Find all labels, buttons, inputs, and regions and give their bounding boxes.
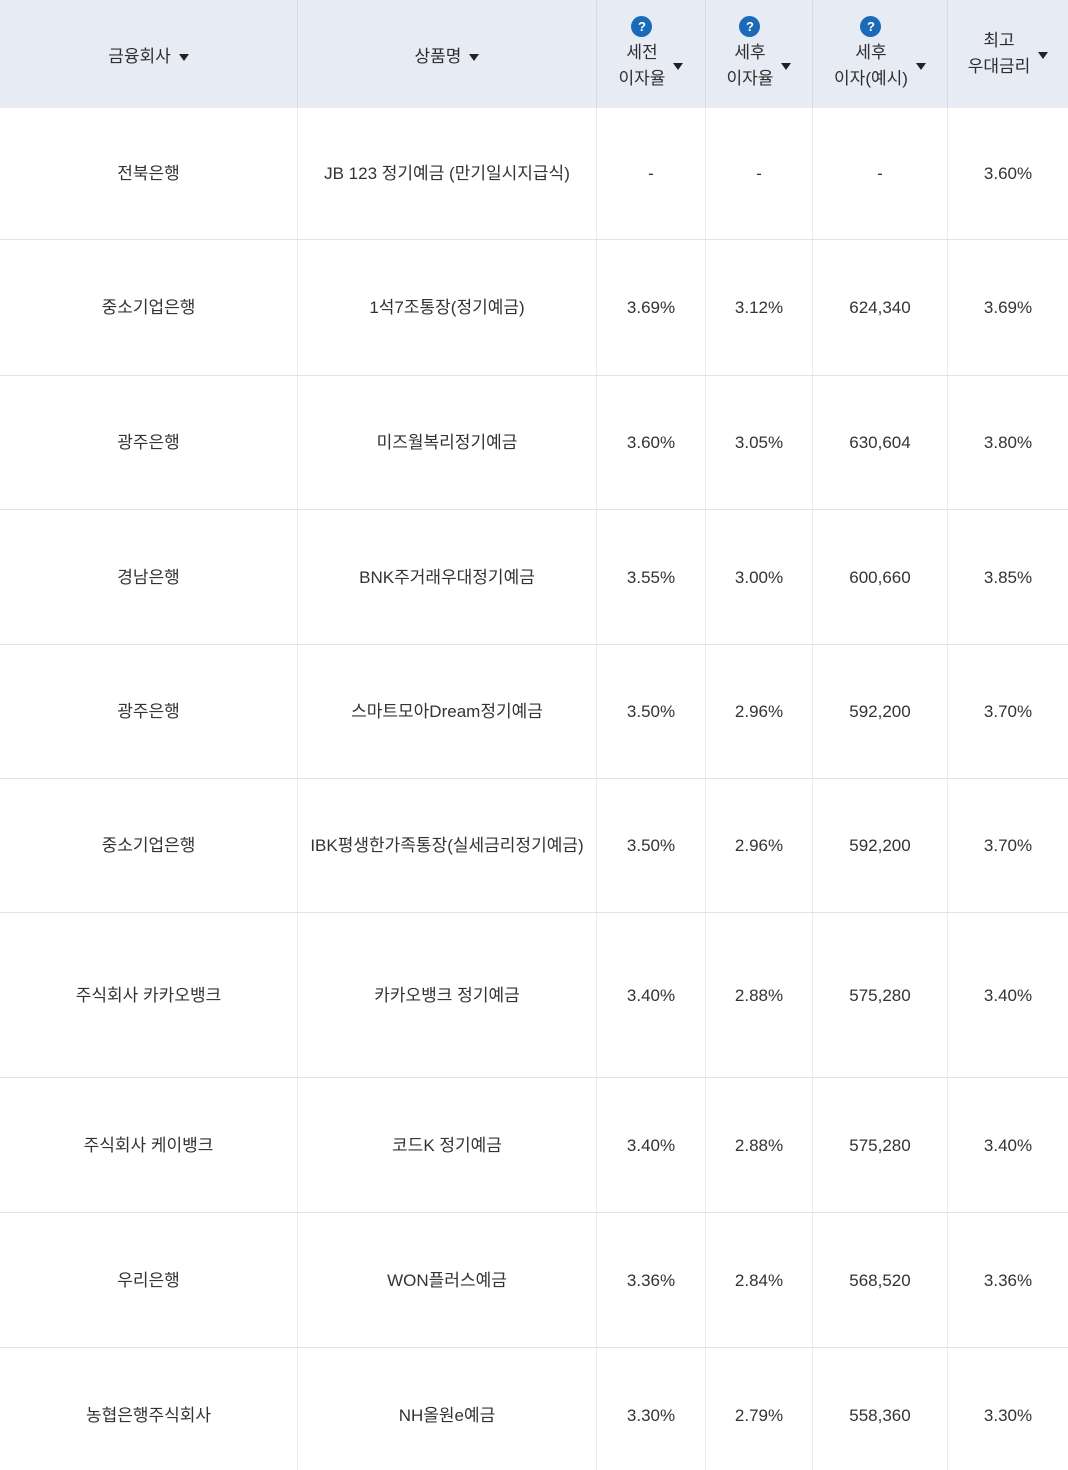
cell-company: 광주은행	[0, 376, 298, 509]
header-pretax-line1: 세전	[626, 43, 658, 62]
cell-posttax: 2.84%	[706, 1213, 813, 1347]
sort-down-icon[interactable]	[781, 62, 792, 70]
cell-product: NH올원e예금	[298, 1348, 597, 1470]
cell-company: 농협은행주식회사	[0, 1348, 298, 1470]
cell-posttax: -	[706, 108, 813, 239]
header-max-line2: 우대금리	[967, 57, 1031, 76]
table-row: 중소기업은행 IBK평생한가족통장(실세금리정기예금) 3.50% 2.96% …	[0, 779, 1068, 913]
table-row: 광주은행 미즈월복리정기예금 3.60% 3.05% 630,604 3.80%	[0, 376, 1068, 510]
cell-max: 3.70%	[983, 836, 1033, 855]
cell-product: 스마트모아Dream정기예금	[298, 645, 597, 778]
cell-product: JB 123 정기예금 (만기일시지급식)	[298, 108, 597, 239]
cell-product: 카카오뱅크 정기예금	[298, 913, 597, 1077]
cell-max: 3.85%	[983, 567, 1033, 587]
cell-pretax: 3.69%	[597, 240, 706, 375]
cell-interest: 568,520	[813, 1213, 948, 1347]
cell-company: 광주은행	[0, 645, 298, 778]
table-row: 우리은행 WON플러스예금 3.36% 2.84% 568,520 3.36%	[0, 1213, 1068, 1348]
cell-pretax: 3.50%	[597, 645, 706, 778]
cell-product: 미즈월복리정기예금	[298, 376, 597, 509]
cell-pretax: 3.30%	[597, 1348, 706, 1470]
header-posttax-rate[interactable]: ? 세후 이자율	[706, 0, 813, 108]
cell-product: WON플러스예금	[298, 1213, 597, 1347]
cell-company: 주식회사 케이뱅크	[0, 1078, 298, 1212]
cell-company: 중소기업은행	[0, 240, 298, 375]
cell-max: 3.30%	[983, 1405, 1033, 1425]
help-icon[interactable]: ?	[860, 16, 882, 37]
cell-posttax: 2.96%	[706, 779, 813, 912]
sort-down-icon[interactable]	[469, 53, 480, 61]
table-header-row: 금융회사 상품명 ? 세전 이자율 ? 세후 이자율 ?	[0, 0, 1068, 108]
header-interest-line1: 세후	[855, 43, 887, 62]
table-row: 전북은행 JB 123 정기예금 (만기일시지급식) - - - 3.60%	[0, 108, 1068, 240]
cell-pretax: 3.55%	[597, 510, 706, 644]
cell-interest: 624,340	[813, 240, 948, 375]
header-posttax-interest[interactable]: ? 세후 이자(예시)	[813, 0, 948, 108]
table-row: 중소기업은행 1석7조통장(정기예금) 3.69% 3.12% 624,340 …	[0, 240, 1068, 376]
cell-interest: 575,280	[813, 1078, 948, 1212]
table-row: 경남은행 BNK주거래우대정기예금 3.55% 3.00% 600,660 3.…	[0, 510, 1068, 645]
header-product-label: 상품명	[414, 46, 462, 66]
cell-interest: -	[813, 108, 948, 239]
help-icon[interactable]: ?	[739, 16, 761, 37]
sort-down-icon[interactable]	[1038, 51, 1049, 59]
cell-pretax: -	[597, 108, 706, 239]
header-pretax-rate[interactable]: ? 세전 이자율	[597, 0, 706, 108]
cell-max: 3.40%	[983, 985, 1033, 1005]
cell-max: 3.69%	[983, 298, 1033, 317]
cell-product: IBK평생한가족통장(실세금리정기예금)	[298, 779, 597, 912]
table-row: 농협은행주식회사 NH올원e예금 3.30% 2.79% 558,360 3.3…	[0, 1348, 1068, 1470]
cell-interest: 600,660	[813, 510, 948, 644]
header-posttax-line1: 세후	[734, 43, 766, 62]
cell-interest: 575,280	[813, 913, 948, 1077]
header-max-line1: 최고	[983, 31, 1015, 50]
cell-interest: 558,360	[813, 1348, 948, 1470]
header-interest-line2: 이자(예시)	[834, 69, 908, 88]
cell-company: 경남은행	[0, 510, 298, 644]
header-max-rate[interactable]: 최고 우대금리	[948, 0, 1068, 108]
cell-pretax: 3.60%	[597, 376, 706, 509]
cell-product: 코드K 정기예금	[298, 1078, 597, 1212]
cell-posttax: 2.88%	[706, 913, 813, 1077]
table-body: 전북은행 JB 123 정기예금 (만기일시지급식) - - - 3.60% 중…	[0, 108, 1068, 1470]
header-pretax-line2: 이자율	[618, 69, 666, 88]
cell-posttax: 3.00%	[706, 510, 813, 644]
cell-pretax: 3.50%	[597, 779, 706, 912]
header-posttax-line2: 이자율	[726, 69, 774, 88]
header-company-label: 금융회사	[108, 46, 171, 66]
cell-max: 3.60%	[983, 164, 1033, 183]
cell-max: 3.36%	[983, 1270, 1033, 1290]
table-row: 주식회사 케이뱅크 코드K 정기예금 3.40% 2.88% 575,280 3…	[0, 1078, 1068, 1213]
table-row: 광주은행 스마트모아Dream정기예금 3.50% 2.96% 592,200 …	[0, 645, 1068, 779]
cell-company: 전북은행	[0, 108, 298, 239]
cell-company: 중소기업은행	[0, 779, 298, 912]
cell-max: 3.70%	[983, 702, 1033, 721]
cell-posttax: 3.12%	[706, 240, 813, 375]
cell-posttax: 2.88%	[706, 1078, 813, 1212]
sort-down-icon[interactable]	[673, 62, 684, 70]
cell-company: 우리은행	[0, 1213, 298, 1347]
cell-posttax: 3.05%	[706, 376, 813, 509]
help-icon[interactable]: ?	[631, 16, 653, 37]
cell-product: BNK주거래우대정기예금	[298, 510, 597, 644]
cell-posttax: 2.96%	[706, 645, 813, 778]
cell-interest: 630,604	[813, 376, 948, 509]
cell-interest: 592,200	[813, 645, 948, 778]
cell-max: 3.40%	[983, 1135, 1033, 1155]
sort-down-icon[interactable]	[178, 53, 189, 61]
cell-pretax: 3.40%	[597, 913, 706, 1077]
cell-pretax: 3.36%	[597, 1213, 706, 1347]
cell-posttax: 2.79%	[706, 1348, 813, 1470]
table-row: 주식회사 카카오뱅크 카카오뱅크 정기예금 3.40% 2.88% 575,28…	[0, 913, 1068, 1078]
cell-pretax: 3.40%	[597, 1078, 706, 1212]
cell-company: 주식회사 카카오뱅크	[0, 913, 298, 1077]
cell-max: 3.80%	[983, 433, 1033, 452]
header-company[interactable]: 금융회사	[0, 0, 298, 108]
cell-product: 1석7조통장(정기예금)	[298, 240, 597, 375]
cell-interest: 592,200	[813, 779, 948, 912]
header-product[interactable]: 상품명	[298, 0, 597, 108]
sort-down-icon[interactable]	[915, 62, 926, 70]
